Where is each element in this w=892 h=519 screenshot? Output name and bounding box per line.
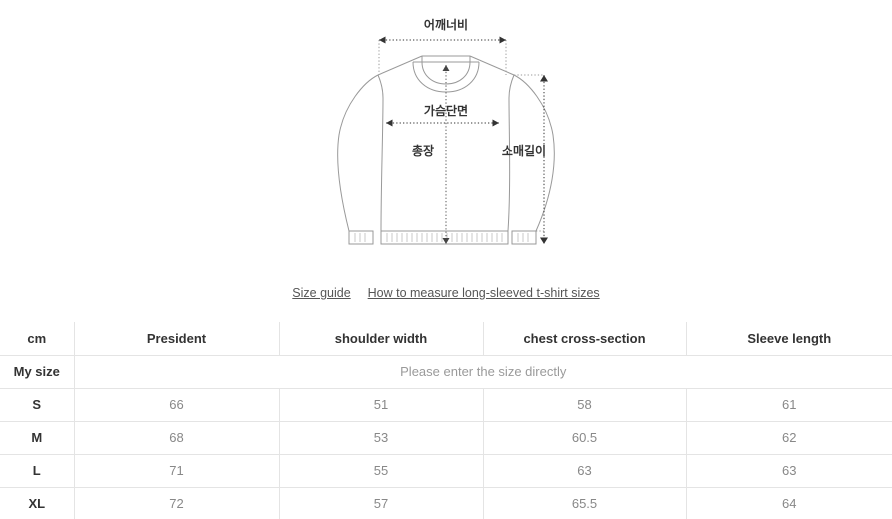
svg-text:가슴단면: 가슴단면 xyxy=(424,103,468,118)
svg-text:소매길이: 소매길이 xyxy=(502,143,546,158)
svg-text:어깨너비: 어깨너비 xyxy=(424,17,468,32)
svg-text:총장: 총장 xyxy=(412,143,434,158)
